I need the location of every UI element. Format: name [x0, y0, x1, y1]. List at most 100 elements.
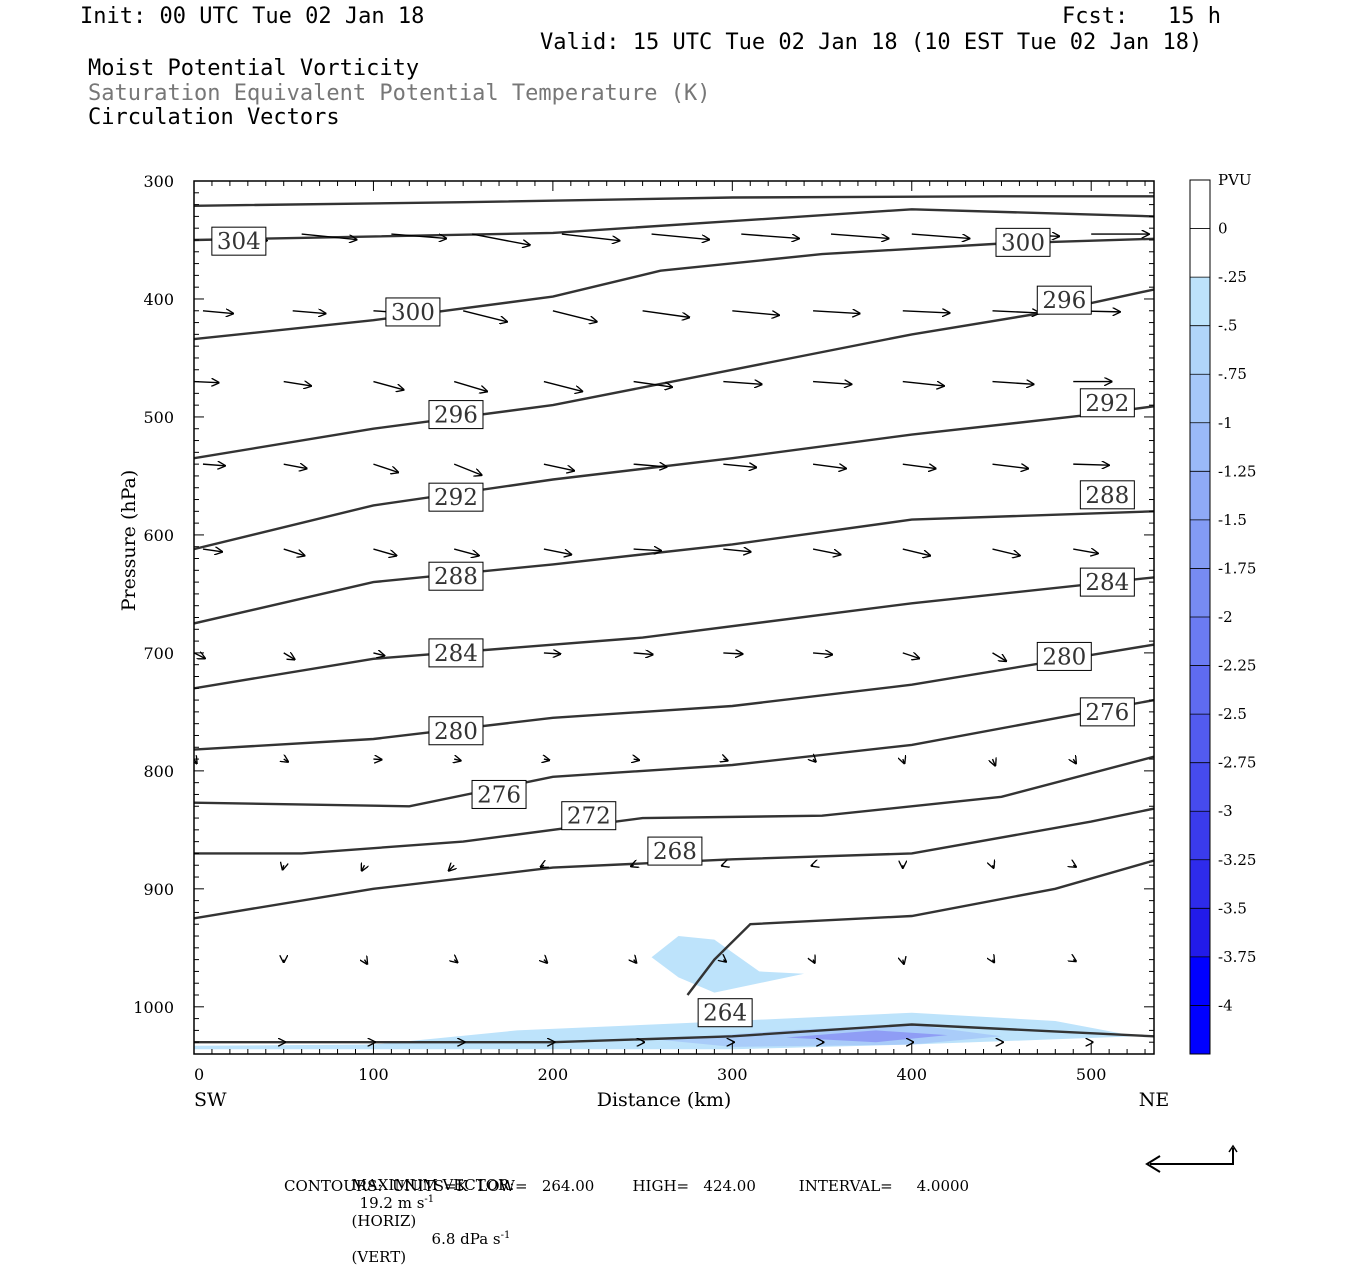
contour-label: 264	[697, 998, 753, 1028]
theta-es-contour-12	[686, 859, 1154, 996]
circulation-vector	[723, 653, 742, 654]
circulation-vector	[633, 653, 653, 655]
circulation-vector	[723, 464, 756, 467]
x-tick-label: 0	[194, 1065, 204, 1084]
circulation-vector	[283, 464, 307, 468]
colorbar-swatch	[1190, 1005, 1210, 1054]
pv-shading-0	[651, 936, 805, 993]
theta-es-contour-1	[194, 208, 1154, 242]
circulation-vector	[633, 464, 667, 467]
svg-text:288: 288	[434, 564, 478, 590]
colorbar-swatch	[1190, 762, 1210, 812]
colorbar-swatch	[1190, 714, 1210, 763]
circulation-vector	[283, 548, 305, 556]
circulation-vector	[202, 311, 233, 314]
colorbar-tick-label: -2	[1218, 608, 1233, 626]
circulation-vector	[454, 960, 457, 963]
colorbar-swatch	[1190, 325, 1210, 375]
circulation-vector	[642, 310, 690, 318]
init-time: Init: 00 UTC Tue 02 Jan 18	[80, 4, 425, 29]
cross-section-chart: 304 300 300 296 296 292 292 288 288 284 284 280 280 2…	[118, 171, 1256, 1173]
circulation-vector	[992, 548, 1021, 556]
contour-label: 296	[428, 400, 484, 430]
colorbar-swatch	[1190, 859, 1210, 909]
y-tick-label: 800	[143, 762, 174, 781]
colorbar-swatch	[1190, 374, 1210, 423]
circulation-vector	[813, 653, 832, 655]
svg-text:296: 296	[434, 403, 478, 429]
theta-es-contour-7	[194, 643, 1154, 751]
colorbar-swatch	[1190, 471, 1210, 520]
contour-label: 276	[471, 779, 527, 809]
x-tick-label: 100	[358, 1065, 389, 1084]
contour-label: 280	[1036, 641, 1092, 671]
circulation-vector	[373, 759, 381, 760]
theta-es-contour-6	[194, 576, 1154, 690]
circulation-vector	[552, 310, 597, 322]
x-tick-label: 500	[1076, 1065, 1107, 1084]
colorbar-tick-label: -2.5	[1218, 705, 1247, 723]
colorbar-swatch	[1190, 908, 1210, 957]
colorbar-title: PVU	[1218, 171, 1252, 189]
colorbar-swatch	[1190, 568, 1210, 617]
svg-text:264: 264	[703, 1001, 747, 1027]
contour-label: 296	[1036, 285, 1092, 315]
circulation-vector	[634, 759, 640, 760]
circulation-vector	[543, 463, 574, 471]
circulation-vector	[902, 380, 944, 386]
y-tick-label: 300	[143, 172, 174, 191]
colorbar-tick-label: -3.5	[1218, 899, 1247, 917]
circulation-vector	[292, 311, 326, 314]
colorbar-tick-label: -.5	[1218, 317, 1237, 335]
circulation-vector	[903, 759, 905, 763]
circulation-vector	[993, 759, 996, 766]
contour-label: 300	[995, 227, 1051, 257]
circulation-vector	[993, 960, 995, 963]
colorbar-tick-label: -1	[1218, 414, 1233, 432]
theta-es-contour-0	[194, 195, 1154, 207]
circulation-vector	[902, 311, 950, 313]
colorbar-swatch	[1190, 811, 1210, 860]
circulation-vector	[902, 548, 931, 556]
colorbar-tick-label: -1.25	[1218, 462, 1256, 480]
circulation-vector	[911, 233, 970, 238]
colorbar-tick-label: -.25	[1218, 268, 1247, 286]
svg-text:292: 292	[1085, 391, 1129, 417]
max-vector-horiz: 19.2 m s-1	[359, 1194, 435, 1212]
pv-shading-1	[194, 1012, 1137, 1050]
circulation-vector	[453, 380, 487, 392]
max-vector-horiz-tag: (HORIZ)	[351, 1212, 417, 1230]
y-axis-label: Pressure (hPa)	[118, 470, 140, 612]
circulation-vector	[1073, 865, 1076, 867]
circulation-vector	[992, 382, 1034, 385]
colorbar-tick-label: -2.75	[1218, 754, 1256, 772]
contour-label: 284	[1079, 567, 1135, 597]
theta-es-contour-9	[194, 755, 1154, 855]
circulation-vector	[364, 960, 367, 964]
contour-label: 300	[385, 297, 441, 327]
circulation-vector	[633, 380, 673, 388]
valid-time: Valid: 15 UTC Tue 02 Jan 18 (10 EST Tue …	[540, 30, 1203, 55]
circulation-vector	[1073, 549, 1098, 553]
colorbar-tick-label: -.75	[1218, 365, 1247, 383]
circulation-vector	[993, 865, 994, 868]
pv-shading-3	[786, 1030, 948, 1043]
contour-label: 276	[1079, 697, 1135, 727]
circulation-vector	[631, 865, 634, 866]
svg-text:296: 296	[1042, 288, 1086, 314]
circulation-vector	[471, 233, 530, 245]
svg-text:284: 284	[1085, 570, 1129, 596]
colorbar-swatch	[1190, 180, 1210, 229]
svg-text:292: 292	[434, 485, 478, 511]
circulation-vector	[902, 464, 936, 468]
circulation-vector	[811, 865, 813, 866]
circulation-vector	[812, 548, 841, 555]
circulation-vector	[723, 549, 751, 552]
contour-info: CONTOURS: UNITS=K LOW= 264.00 HIGH= 424.…	[284, 1177, 970, 1195]
colorbar-frame	[1189, 179, 1211, 1055]
colorbar-swatch	[1190, 277, 1210, 326]
colorbar-tick-label: -3	[1218, 802, 1233, 820]
circulation-vector	[903, 960, 904, 964]
circulation-vector	[723, 960, 726, 962]
field-title-pv: Moist Potential Vorticity	[88, 56, 420, 81]
